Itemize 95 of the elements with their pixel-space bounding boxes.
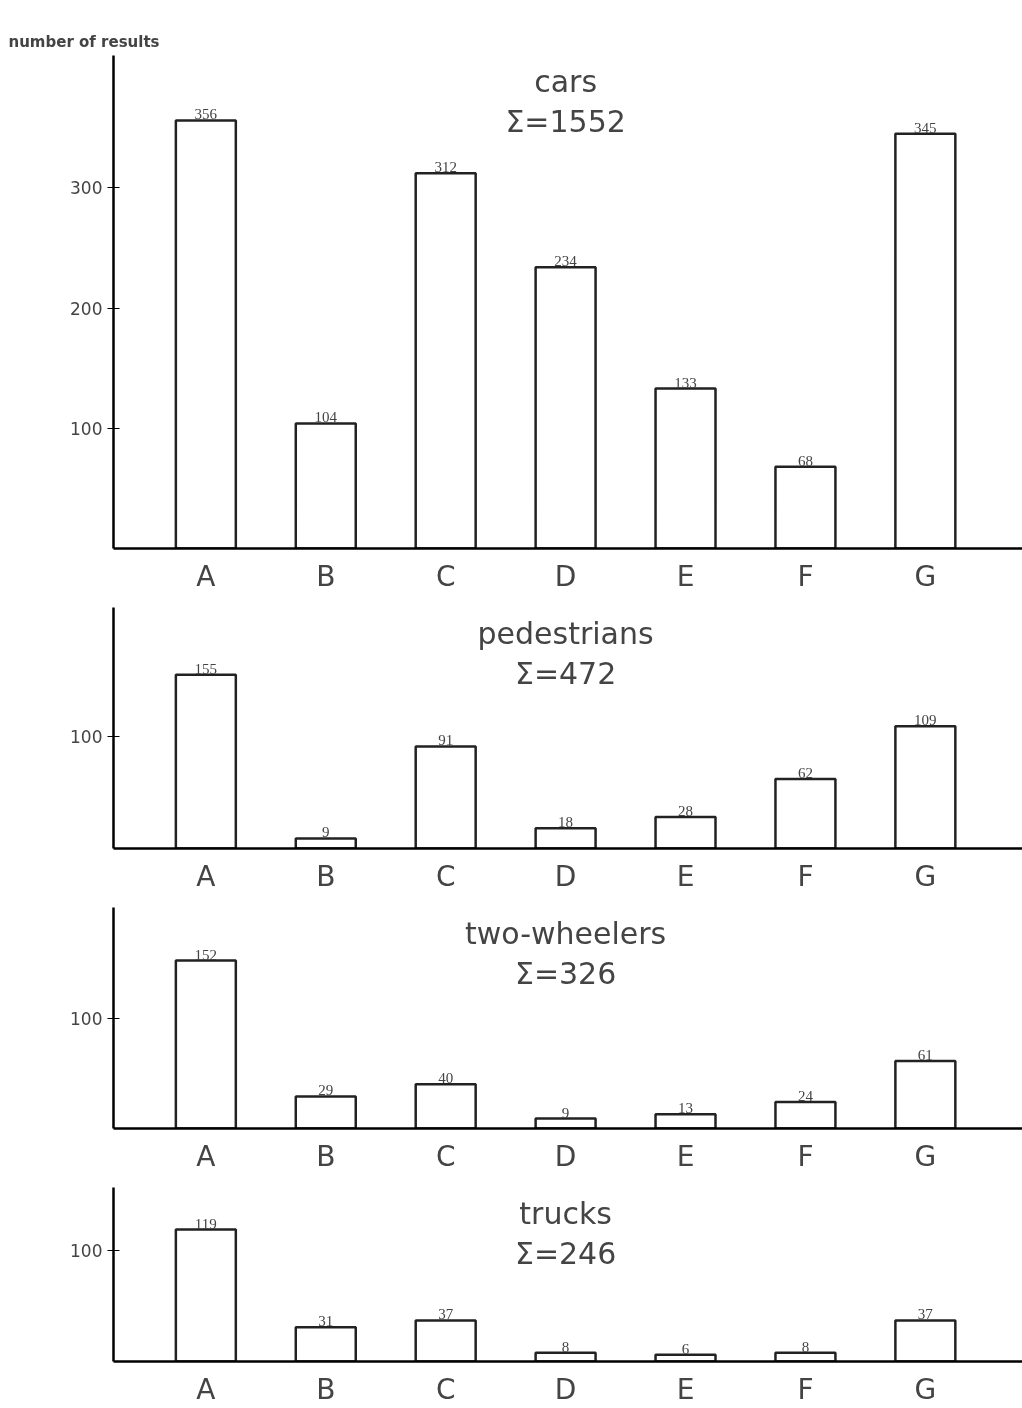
bar xyxy=(174,673,238,849)
text: Σ=326 xyxy=(514,955,617,991)
data-label: 29 xyxy=(318,1082,334,1099)
data-label: 24 xyxy=(797,1087,814,1104)
y-tick-label: 100 xyxy=(70,726,103,747)
x-tick-label: B xyxy=(316,1139,336,1173)
x-tick-label: B xyxy=(316,559,336,593)
x-tick-label: B xyxy=(316,1372,336,1406)
text: Σ=246 xyxy=(514,1235,617,1271)
x-tick-label: G xyxy=(914,559,937,593)
data-label: 109 xyxy=(914,712,937,729)
text: Σ=472 xyxy=(514,655,617,691)
data-label: 152 xyxy=(194,946,218,963)
chart-title: trucks xyxy=(519,1195,612,1231)
bar xyxy=(774,1100,837,1129)
x-tick-label: D xyxy=(554,1139,577,1173)
chart-title: two-wheelers xyxy=(464,915,667,951)
chart-title: cars xyxy=(534,63,598,99)
data-label: 37 xyxy=(917,1306,934,1323)
data-label: 133 xyxy=(674,374,697,391)
bar xyxy=(294,1325,357,1362)
y-tick-label: 200 xyxy=(70,298,103,319)
x-tick-label: C xyxy=(435,559,456,593)
data-label: 104 xyxy=(314,409,338,426)
bar xyxy=(654,815,717,849)
bar xyxy=(174,1228,238,1362)
data-label: 234 xyxy=(554,253,578,270)
bar xyxy=(654,387,717,549)
x-tick-label: E xyxy=(676,859,695,893)
x-tick-label: C xyxy=(435,1139,456,1173)
data-label: 345 xyxy=(914,119,937,136)
data-label: 356 xyxy=(194,106,218,123)
bar xyxy=(534,1117,597,1129)
x-tick-label: B xyxy=(316,859,336,893)
data-label: 312 xyxy=(434,159,457,176)
y-axis-title: number of results xyxy=(8,32,160,51)
x-tick-label: D xyxy=(554,859,577,893)
bar xyxy=(534,265,597,549)
y-tick-label: 100 xyxy=(70,418,103,439)
bar xyxy=(414,1083,477,1129)
bar xyxy=(174,119,238,549)
x-tick-label: F xyxy=(797,1372,814,1406)
data-label: 18 xyxy=(558,814,574,831)
x-tick-label: D xyxy=(554,559,577,593)
y-tick-label: 300 xyxy=(70,178,103,199)
data-label: 91 xyxy=(438,732,454,749)
x-tick-label: G xyxy=(914,859,937,893)
data-label: 61 xyxy=(917,1047,933,1064)
data-label: 31 xyxy=(318,1313,334,1330)
bar xyxy=(414,1319,477,1362)
data-label: 155 xyxy=(194,660,218,677)
y-tick-label: 100 xyxy=(70,1241,103,1262)
x-tick-label: C xyxy=(435,1372,456,1406)
bar xyxy=(894,132,957,549)
x-tick-label: A xyxy=(196,559,216,593)
x-tick-label: F xyxy=(797,559,814,593)
x-tick-label: E xyxy=(676,1372,695,1406)
x-tick-label: F xyxy=(797,859,814,893)
bar xyxy=(534,827,597,849)
data-label: 8 xyxy=(561,1338,570,1355)
bar xyxy=(414,745,477,849)
bar xyxy=(894,1059,957,1129)
x-tick-label: A xyxy=(196,1372,216,1406)
bar xyxy=(294,1095,357,1129)
bar xyxy=(774,777,837,849)
data-label: 9 xyxy=(561,1104,570,1121)
x-tick-label: A xyxy=(196,1139,216,1173)
data-label: 6 xyxy=(681,1340,690,1357)
bar xyxy=(174,959,238,1129)
x-tick-label: F xyxy=(797,1139,814,1173)
x-tick-label: G xyxy=(914,1139,937,1173)
bar xyxy=(294,422,357,549)
data-label: 28 xyxy=(678,803,694,820)
data-label: 8 xyxy=(801,1338,810,1355)
data-label: 37 xyxy=(438,1306,454,1323)
x-tick-label: C xyxy=(435,859,456,893)
bar xyxy=(414,172,477,549)
x-tick-label: A xyxy=(196,859,216,893)
data-label: 68 xyxy=(797,452,813,469)
data-label: 119 xyxy=(194,1215,217,1232)
y-tick-label: 100 xyxy=(70,1008,103,1029)
chart-title: pedestrians xyxy=(477,615,654,651)
x-tick-label: E xyxy=(676,559,695,593)
x-tick-label: E xyxy=(676,1139,695,1173)
data-label: 62 xyxy=(797,765,813,781)
x-tick-label: G xyxy=(914,1372,937,1406)
bar xyxy=(774,465,837,549)
bar xyxy=(654,1112,717,1129)
bar xyxy=(894,725,957,849)
bar xyxy=(894,1319,957,1362)
data-label: 9 xyxy=(322,824,330,841)
text: Σ=1552 xyxy=(505,103,626,139)
data-label: 40 xyxy=(438,1070,454,1087)
data-label: 13 xyxy=(678,1100,694,1117)
x-tick-label: D xyxy=(554,1372,577,1406)
